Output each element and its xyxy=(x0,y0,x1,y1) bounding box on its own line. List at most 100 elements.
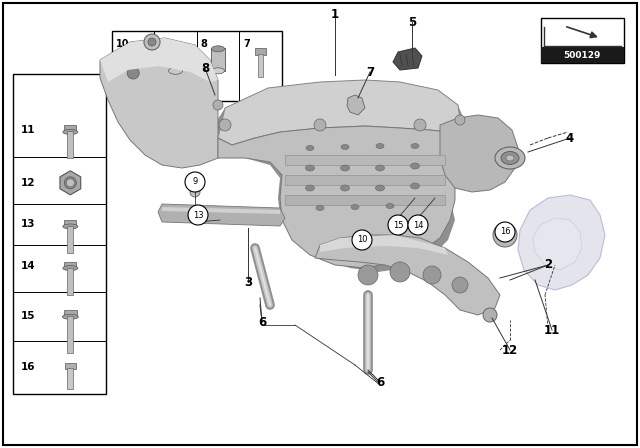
Circle shape xyxy=(65,177,76,189)
FancyBboxPatch shape xyxy=(67,226,74,253)
Text: 9: 9 xyxy=(159,39,165,49)
Circle shape xyxy=(127,67,140,79)
FancyBboxPatch shape xyxy=(65,220,76,227)
FancyBboxPatch shape xyxy=(168,48,183,71)
FancyBboxPatch shape xyxy=(122,64,144,82)
Circle shape xyxy=(148,38,156,46)
Circle shape xyxy=(358,265,378,285)
Polygon shape xyxy=(195,80,465,272)
FancyBboxPatch shape xyxy=(258,54,263,78)
Text: 15: 15 xyxy=(20,311,35,321)
Polygon shape xyxy=(158,204,285,226)
FancyBboxPatch shape xyxy=(67,267,74,295)
Ellipse shape xyxy=(63,266,78,271)
FancyBboxPatch shape xyxy=(67,131,74,159)
Text: 9: 9 xyxy=(193,177,198,186)
Text: 16: 16 xyxy=(500,228,510,237)
FancyBboxPatch shape xyxy=(285,155,445,165)
Circle shape xyxy=(423,266,441,284)
Text: 12: 12 xyxy=(20,178,35,188)
FancyBboxPatch shape xyxy=(285,175,445,185)
Polygon shape xyxy=(518,195,605,290)
Ellipse shape xyxy=(341,145,349,150)
Polygon shape xyxy=(315,235,500,315)
Ellipse shape xyxy=(211,68,225,74)
Circle shape xyxy=(67,179,74,187)
FancyBboxPatch shape xyxy=(255,48,266,55)
Polygon shape xyxy=(533,218,582,270)
Text: 13: 13 xyxy=(20,220,35,229)
Ellipse shape xyxy=(376,165,385,171)
Text: 8: 8 xyxy=(201,39,207,49)
FancyBboxPatch shape xyxy=(65,262,76,269)
FancyBboxPatch shape xyxy=(541,18,624,63)
Ellipse shape xyxy=(376,185,385,191)
Text: 16: 16 xyxy=(20,362,35,372)
Text: 14: 14 xyxy=(413,220,423,229)
Circle shape xyxy=(452,277,468,293)
Ellipse shape xyxy=(316,206,324,211)
Polygon shape xyxy=(218,126,455,268)
Polygon shape xyxy=(347,95,365,115)
Text: 500129: 500129 xyxy=(564,51,601,60)
Text: 1: 1 xyxy=(331,8,339,21)
Circle shape xyxy=(388,215,408,235)
Text: 10: 10 xyxy=(356,236,367,245)
Ellipse shape xyxy=(501,151,519,164)
Ellipse shape xyxy=(351,204,359,210)
Circle shape xyxy=(213,100,223,110)
Text: 12: 12 xyxy=(502,344,518,357)
Polygon shape xyxy=(393,48,422,70)
FancyBboxPatch shape xyxy=(285,195,445,205)
Circle shape xyxy=(455,115,465,125)
FancyBboxPatch shape xyxy=(64,310,77,317)
Text: 4: 4 xyxy=(566,132,574,145)
Polygon shape xyxy=(440,115,518,192)
Polygon shape xyxy=(320,235,448,255)
Ellipse shape xyxy=(168,67,182,74)
Ellipse shape xyxy=(340,185,349,191)
Circle shape xyxy=(390,262,410,282)
Circle shape xyxy=(219,119,231,131)
Ellipse shape xyxy=(63,129,78,134)
Ellipse shape xyxy=(411,143,419,148)
Ellipse shape xyxy=(62,314,78,319)
Ellipse shape xyxy=(495,147,525,169)
FancyBboxPatch shape xyxy=(13,74,106,394)
Polygon shape xyxy=(60,171,81,195)
Circle shape xyxy=(408,215,428,235)
Text: 11: 11 xyxy=(544,323,560,336)
Ellipse shape xyxy=(340,165,349,171)
Ellipse shape xyxy=(211,46,225,52)
Circle shape xyxy=(185,172,205,192)
FancyBboxPatch shape xyxy=(67,316,74,353)
Text: 15: 15 xyxy=(393,220,403,229)
Circle shape xyxy=(499,229,511,241)
Ellipse shape xyxy=(376,143,384,148)
FancyBboxPatch shape xyxy=(67,368,74,389)
Circle shape xyxy=(414,119,426,131)
Ellipse shape xyxy=(410,163,419,169)
Polygon shape xyxy=(100,38,218,168)
Text: 5: 5 xyxy=(408,16,416,29)
Text: 6: 6 xyxy=(258,315,266,328)
Circle shape xyxy=(483,308,497,322)
Text: 2: 2 xyxy=(544,258,552,271)
FancyBboxPatch shape xyxy=(211,48,225,71)
Text: 8: 8 xyxy=(201,61,209,74)
Circle shape xyxy=(493,223,517,247)
Circle shape xyxy=(352,230,372,250)
Ellipse shape xyxy=(386,203,394,208)
Circle shape xyxy=(314,119,326,131)
Ellipse shape xyxy=(306,146,314,151)
Circle shape xyxy=(495,222,515,242)
Circle shape xyxy=(190,187,200,197)
Text: 11: 11 xyxy=(20,125,35,135)
Circle shape xyxy=(144,34,160,50)
Ellipse shape xyxy=(506,155,514,161)
Text: 6: 6 xyxy=(376,375,384,388)
FancyBboxPatch shape xyxy=(112,31,282,101)
Ellipse shape xyxy=(168,45,182,52)
Polygon shape xyxy=(100,38,218,82)
Text: 7: 7 xyxy=(243,39,250,49)
